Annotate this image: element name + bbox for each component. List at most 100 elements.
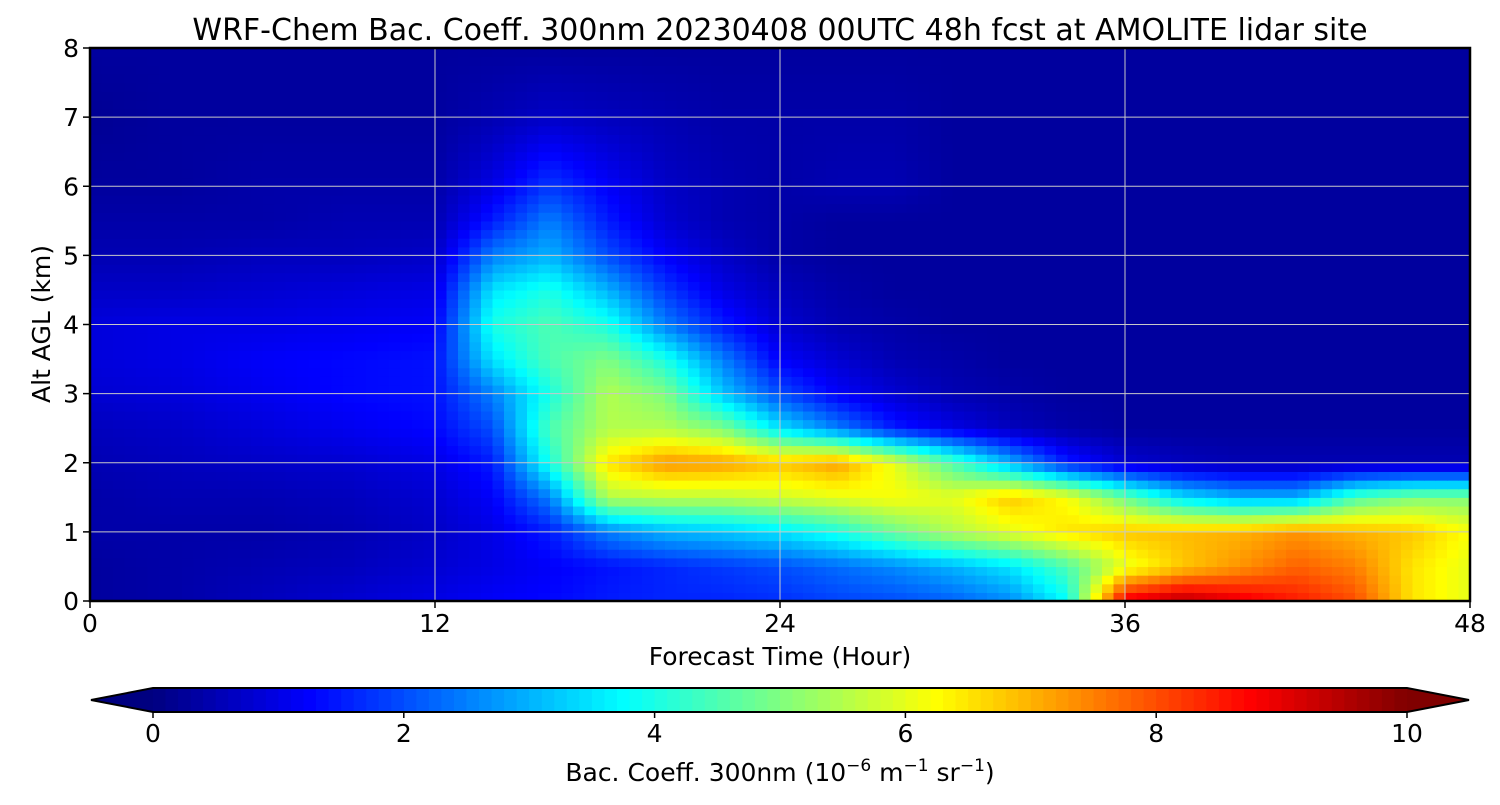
heatmap-cell [320, 246, 333, 256]
heatmap-cell [1102, 272, 1115, 282]
heatmap-cell [1021, 523, 1034, 533]
heatmap-cell [515, 419, 528, 429]
heatmap-cell [1263, 281, 1276, 291]
heatmap-cell [1044, 436, 1057, 447]
heatmap-cell [274, 436, 287, 447]
heatmap-cell [941, 488, 954, 498]
heatmap-cell [768, 540, 781, 550]
heatmap-cell [1148, 376, 1161, 386]
heatmap-cell [1056, 272, 1069, 282]
heatmap-cell [193, 462, 206, 472]
heatmap-cell [734, 471, 747, 481]
heatmap-cell [228, 367, 241, 377]
heatmap-cell [228, 462, 241, 472]
heatmap-cell [768, 454, 781, 464]
heatmap-cell [1366, 350, 1379, 360]
heatmap-cell [1067, 549, 1080, 559]
heatmap-cell [1355, 523, 1368, 533]
heatmap-cell [1171, 436, 1184, 447]
heatmap-cell [941, 583, 954, 593]
heatmap-cell [975, 376, 988, 386]
heatmap-cell [274, 523, 287, 533]
heatmap-cell [1171, 523, 1184, 533]
heatmap-cell [1067, 402, 1080, 412]
heatmap-cell [1194, 393, 1207, 403]
heatmap-cell [1343, 583, 1356, 593]
heatmap-cell [906, 497, 919, 507]
heatmap-cell [1366, 436, 1379, 447]
heatmap-cell [780, 557, 793, 568]
heatmap-cell [1378, 428, 1391, 438]
heatmap-cell [412, 333, 425, 343]
heatmap-cell [883, 333, 896, 343]
heatmap-cell [343, 575, 356, 585]
heatmap-cell [435, 488, 448, 498]
heatmap-cell [722, 315, 735, 326]
heatmap-cell [883, 575, 896, 585]
heatmap-cell [262, 540, 275, 550]
heatmap-cell [320, 540, 333, 550]
heatmap-cell [1125, 514, 1138, 524]
heatmap-cell [159, 324, 172, 334]
heatmap-cell [527, 402, 540, 412]
heatmap-cell [837, 557, 850, 568]
heatmap-cell [1251, 410, 1264, 421]
heatmap-cell [975, 428, 988, 438]
heatmap-cell [400, 359, 413, 369]
heatmap-cell [699, 497, 712, 507]
heatmap-cell [1194, 566, 1207, 576]
heatmap-cell [918, 419, 931, 429]
heatmap-cell [745, 359, 758, 369]
heatmap-cell [1033, 531, 1046, 542]
heatmap-cell [722, 428, 735, 438]
heatmap-cell [423, 549, 436, 559]
heatmap-cell [619, 583, 632, 593]
heatmap-cell [895, 410, 908, 421]
heatmap-cell [412, 462, 425, 472]
heatmap-cell [423, 471, 436, 481]
heatmap-cell [1090, 393, 1103, 403]
heatmap-cell [814, 454, 827, 464]
heatmap-cell [205, 566, 218, 576]
heatmap-cell [929, 246, 942, 256]
heatmap-cell [987, 376, 1000, 386]
heatmap-cell [1033, 393, 1046, 403]
heatmap-cell [124, 531, 137, 542]
heatmap-cell [1355, 246, 1368, 256]
heatmap-cell [1343, 281, 1356, 291]
heatmap-cell [1217, 531, 1230, 542]
heatmap-cell [1412, 462, 1425, 472]
heatmap-cell [780, 566, 793, 576]
heatmap-cell [964, 255, 977, 265]
heatmap-cell [849, 523, 862, 533]
heatmap-cell [688, 289, 701, 300]
heatmap-cell [1355, 480, 1368, 490]
heatmap-cell [941, 298, 954, 308]
heatmap-cell [607, 471, 620, 481]
heatmap-cell [1309, 359, 1322, 369]
heatmap-cell [412, 557, 425, 568]
heatmap-cell [285, 315, 298, 326]
heatmap-cell [377, 497, 390, 507]
heatmap-cell [1148, 557, 1161, 568]
heatmap-cell [1389, 497, 1402, 507]
heatmap-cell [975, 289, 988, 300]
heatmap-cell [561, 583, 574, 593]
heatmap-cell [1056, 445, 1069, 455]
heatmap-cell [354, 393, 367, 403]
heatmap-cell [929, 462, 942, 472]
heatmap-cell [883, 281, 896, 291]
heatmap-cell [791, 281, 804, 291]
heatmap-cell [1309, 471, 1322, 481]
heatmap-cell [975, 272, 988, 282]
heatmap-cell [814, 350, 827, 360]
heatmap-cell [136, 583, 149, 593]
heatmap-cell [320, 419, 333, 429]
heatmap-cell [1113, 523, 1126, 533]
heatmap-cell [1136, 471, 1149, 481]
heatmap-cell [1148, 480, 1161, 490]
heatmap-cell [1090, 471, 1103, 481]
heatmap-cell [136, 298, 149, 308]
heatmap-cell [205, 359, 218, 369]
heatmap-cell [699, 350, 712, 360]
